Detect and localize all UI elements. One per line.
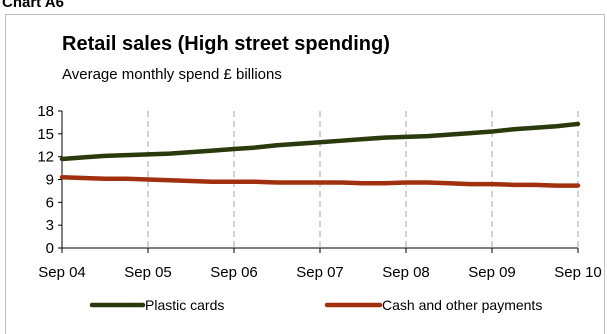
chart-subtitle: Average monthly spend £ billions xyxy=(62,66,282,83)
y-tick-label: 18 xyxy=(37,103,54,120)
y-tick-label: 12 xyxy=(37,149,54,166)
series-line-plastic-cards xyxy=(59,121,581,162)
y-axis-ticks: 0 3 6 9 12 15 18 xyxy=(37,103,62,257)
x-tick-label: Sep 07 xyxy=(296,264,344,281)
x-tick-label: Sep 08 xyxy=(382,264,430,281)
x-tick-label: Sep 10 xyxy=(554,264,602,281)
y-tick-label: 9 xyxy=(46,172,54,189)
y-tick-label: 15 xyxy=(37,126,54,143)
x-tick-label: Sep 05 xyxy=(124,264,172,281)
grid-lines xyxy=(147,111,579,248)
legend-label-cash-and-other-payments: Cash and other payments xyxy=(382,297,542,313)
x-tick-label: Sep 06 xyxy=(210,264,258,281)
series-line-cash-and-other-payments xyxy=(59,174,581,188)
series-lines xyxy=(59,121,581,188)
y-tick-label: 3 xyxy=(46,217,54,234)
legend: Plastic cards Cash and other payments xyxy=(89,297,542,313)
chart-number-label: Chart A6 xyxy=(2,0,64,11)
x-tick-label: Sep 04 xyxy=(38,264,86,281)
x-axis-ticks: Sep 04 Sep 05 Sep 06 Sep 07 Sep 08 Sep 09 Sep … xyxy=(38,248,602,281)
chart-title: Retail sales (High street spending) xyxy=(62,33,390,55)
legend-label-plastic-cards: Plastic cards xyxy=(145,297,224,313)
x-tick-label: Sep 09 xyxy=(468,264,516,281)
y-tick-label: 0 xyxy=(46,240,54,257)
chart-frame xyxy=(5,14,605,334)
y-tick-label: 6 xyxy=(46,194,54,211)
